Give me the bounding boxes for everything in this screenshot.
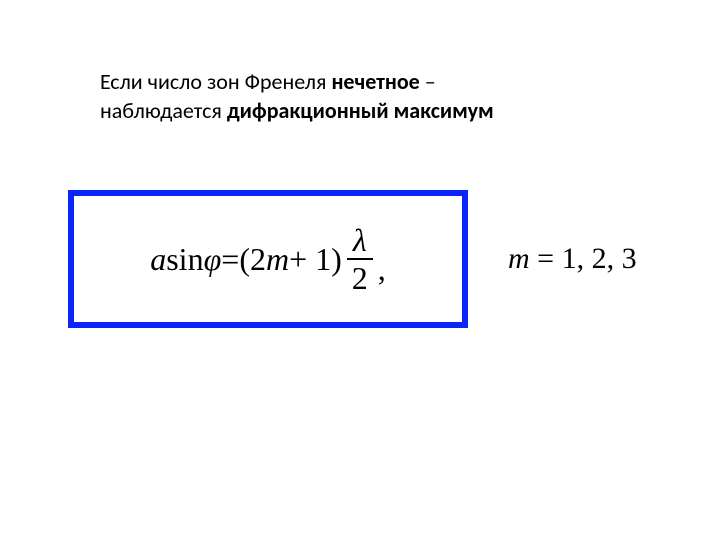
statement-line-1: Если число зон Френеля нечетное – [100,68,620,97]
m-variable: m [508,242,530,275]
line1-prefix: Если число зон Френеля [100,68,331,95]
formula-box: a sin φ = (2 m + 1) λ 2 , [68,190,468,328]
line1-suffix: – [420,68,436,95]
statement-line-2: наблюдается дифракционный максимум [100,97,620,126]
m-list: 1, 2, 3 [562,242,637,275]
m-values: m = 1, 2, 3 [508,242,637,276]
formula-rhs-open: (2 [239,241,266,278]
fraction-denominator: 2 [346,260,374,294]
formula-eq: = [221,241,239,278]
fraction-numerator: λ [347,224,373,260]
formula-phi: φ [204,241,222,278]
formula-expression: a sin φ = (2 m + 1) λ 2 , [150,224,386,294]
formula-sin: sin [166,241,203,278]
m-eq: = [537,242,554,275]
formula-rhs-close: + 1) [289,241,342,278]
line2-prefix: наблюдается [100,97,227,124]
formula-comma: , [378,251,386,288]
line2-bold: дифракционный максимум [227,97,494,124]
formula-a: a [150,241,166,278]
line1-bold: нечетное [331,68,419,95]
formula-fraction: λ 2 [346,224,374,294]
formula-m: m [266,241,289,278]
statement-block: Если число зон Френеля нечетное – наблюд… [100,68,620,125]
